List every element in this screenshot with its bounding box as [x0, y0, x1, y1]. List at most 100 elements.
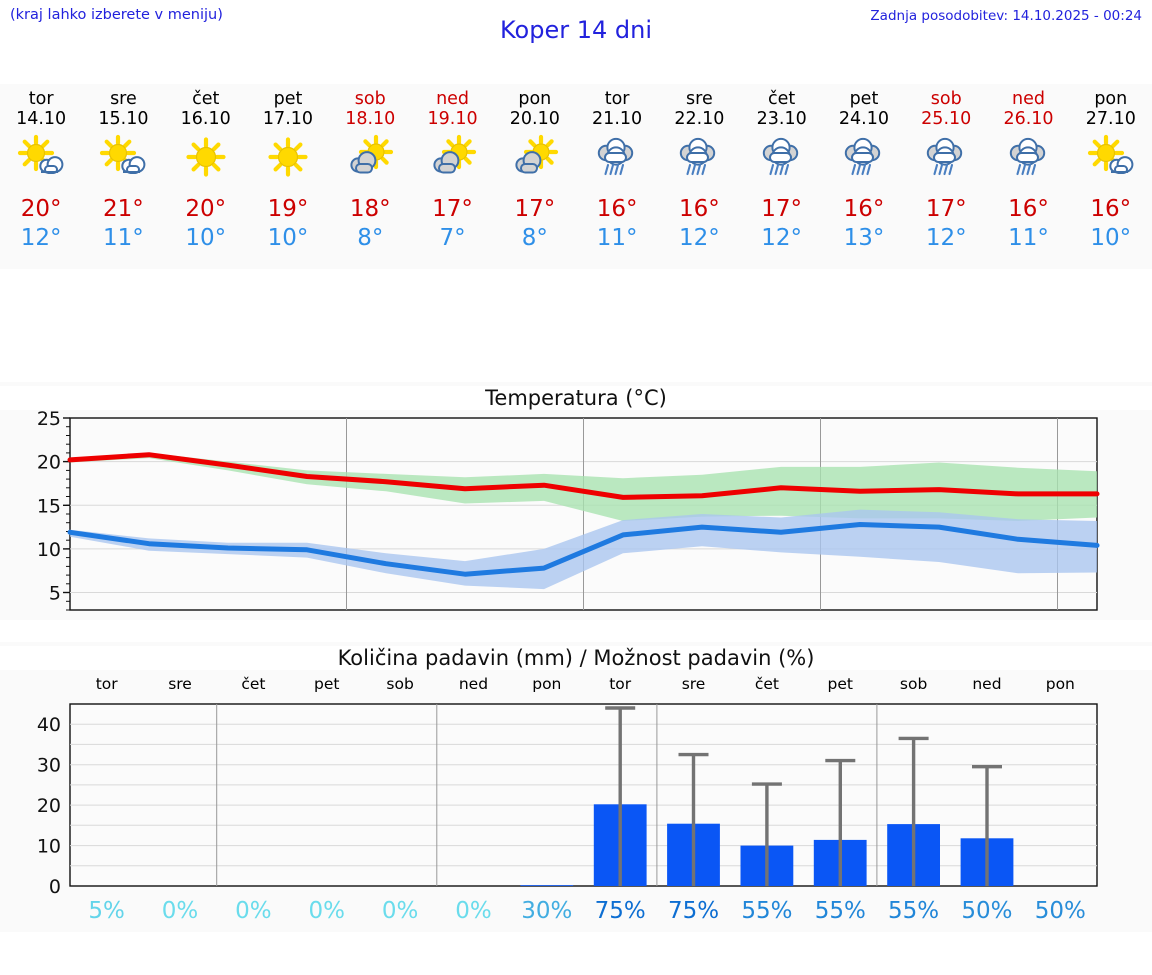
temp-min: 12° [761, 225, 803, 251]
temp-min: 8° [357, 225, 384, 251]
day-name: sob [930, 89, 962, 109]
last-updated: Zadnja posodobitev: 14.10.2025 - 00:24 [870, 8, 1142, 24]
temp-max: 16° [1008, 196, 1049, 222]
precip-probability: 55% [814, 898, 866, 924]
precip-day-label: pet [827, 675, 853, 693]
temp-max: 17° [514, 196, 556, 222]
precip-day-label: pon [532, 675, 562, 693]
precip-day-label: sob [386, 675, 414, 693]
cloud-sun-icon [344, 132, 396, 182]
forecast-day-column[interactable]: sob 25.10 17° 12° [905, 84, 987, 269]
day-date: 22.10 [674, 109, 725, 129]
rain-icon [591, 132, 643, 182]
day-date: 20.10 [509, 109, 560, 129]
svg-text:15: 15 [37, 495, 61, 517]
day-date: 26.10 [1003, 109, 1054, 129]
rain-icon [756, 132, 808, 182]
svg-text:20: 20 [37, 795, 61, 817]
rain-icon [920, 132, 972, 182]
day-date: 15.10 [98, 109, 149, 129]
temp-max: 16° [596, 196, 638, 222]
day-date: 18.10 [345, 109, 396, 129]
forecast-day-column[interactable]: ned 26.10 16° 11° [987, 84, 1069, 269]
day-name: pon [518, 89, 552, 109]
svg-text:30: 30 [37, 755, 61, 777]
precip-probability: 55% [741, 898, 793, 924]
precip-probability: 55% [888, 898, 940, 924]
forecast-day-column[interactable]: pet 24.10 16° 13° [823, 84, 905, 269]
precip-probability: 0% [381, 898, 419, 924]
day-name: sob [354, 89, 386, 109]
forecast-day-column[interactable]: ned 19.10 17° 7° [411, 84, 493, 269]
day-date: 21.10 [592, 109, 643, 129]
forecast-day-column[interactable]: sre 15.10 21° 11° [82, 84, 164, 269]
precip-day-label: sob [899, 675, 928, 693]
sun-icon [180, 132, 232, 182]
temp-max: 16° [679, 196, 720, 222]
rain-icon [673, 132, 725, 182]
precip-probability: 0% [455, 898, 492, 924]
menu-hint: (kraj lahko izberete v meniju) [10, 7, 223, 23]
svg-text:5: 5 [49, 583, 61, 605]
svg-text:25: 25 [37, 408, 61, 430]
temp-max: 20° [20, 196, 62, 222]
precip-probability: 5% [88, 898, 125, 924]
precip-day-label: čet [241, 675, 266, 693]
forecast-day-column[interactable]: pon 27.10 16° 10° [1070, 84, 1152, 269]
sun-cloud-icon [15, 132, 67, 182]
forecast-day-column[interactable]: sre 22.10 16° 12° [658, 84, 740, 269]
day-date: 25.10 [921, 109, 972, 129]
cloud-sun-icon [427, 132, 479, 182]
precip-day-label: pet [314, 675, 340, 693]
day-name: tor [604, 89, 630, 109]
temp-min: 12° [925, 225, 967, 251]
precip-probability: 0% [235, 898, 272, 924]
precip-day-label: tor [609, 675, 632, 693]
forecast-day-column[interactable]: čet 23.10 17° 12° [741, 84, 823, 269]
forecast-day-column[interactable]: sob 18.10 18° 8° [329, 84, 411, 269]
forecast-day-column[interactable]: tor 21.10 16° 11° [576, 84, 658, 269]
precip-day-label: sre [168, 675, 192, 693]
sun-icon [262, 132, 314, 182]
temp-max: 17° [761, 196, 803, 222]
day-name: pet [849, 89, 879, 109]
temp-min: 10° [185, 225, 227, 251]
svg-text:10: 10 [37, 836, 61, 858]
precip-probability: 0% [308, 898, 346, 924]
temp-max: 19° [267, 196, 309, 222]
day-name: pon [1094, 89, 1128, 109]
temp-min: 11° [1008, 225, 1049, 251]
day-date: 27.10 [1085, 109, 1136, 129]
precip-probability: 30% [521, 898, 573, 924]
precip-probability: 75% [594, 898, 646, 924]
forecast-day-column[interactable]: čet 16.10 20° 10° [165, 84, 247, 269]
forecast-day-column[interactable]: pon 20.10 17° 8° [494, 84, 576, 269]
temp-min: 11° [596, 225, 638, 251]
precip-probability: 75% [667, 898, 720, 924]
precip-day-label: čet [754, 675, 779, 693]
day-name: čet [192, 89, 220, 109]
precipitation-chart-title: Količina padavin (mm) / Možnost padavin … [0, 646, 1152, 670]
svg-text:20: 20 [37, 452, 61, 474]
sun-cloud-icon [1085, 132, 1137, 182]
precip-probability: 50% [1034, 898, 1086, 924]
day-name: sre [110, 89, 137, 109]
day-name: čet [768, 89, 796, 109]
day-date: 17.10 [262, 109, 314, 129]
day-name: pet [273, 89, 303, 109]
temperature-plot: 5 10 15 20 25 [37, 408, 1100, 611]
day-date: 23.10 [756, 109, 807, 129]
temp-max: 17° [432, 196, 473, 222]
precipitation-plot: 0 10 20 30 40 [37, 703, 1098, 898]
precip-probability: 50% [961, 898, 1013, 924]
temp-min: 10° [267, 225, 309, 251]
forecast-day-column[interactable]: tor 14.10 20° 12° [0, 84, 82, 269]
precip-day-label: ned [458, 675, 489, 693]
precip-day-label: tor [95, 675, 118, 693]
rain-icon [838, 132, 890, 182]
page-header: (kraj lahko izberete v meniju) Koper 14 … [0, 0, 1152, 62]
temperature-chart-title: Temperatura (°C) [0, 386, 1152, 410]
svg-text:10: 10 [37, 539, 61, 561]
forecast-day-column[interactable]: pet 17.10 19° 10° [247, 84, 329, 269]
